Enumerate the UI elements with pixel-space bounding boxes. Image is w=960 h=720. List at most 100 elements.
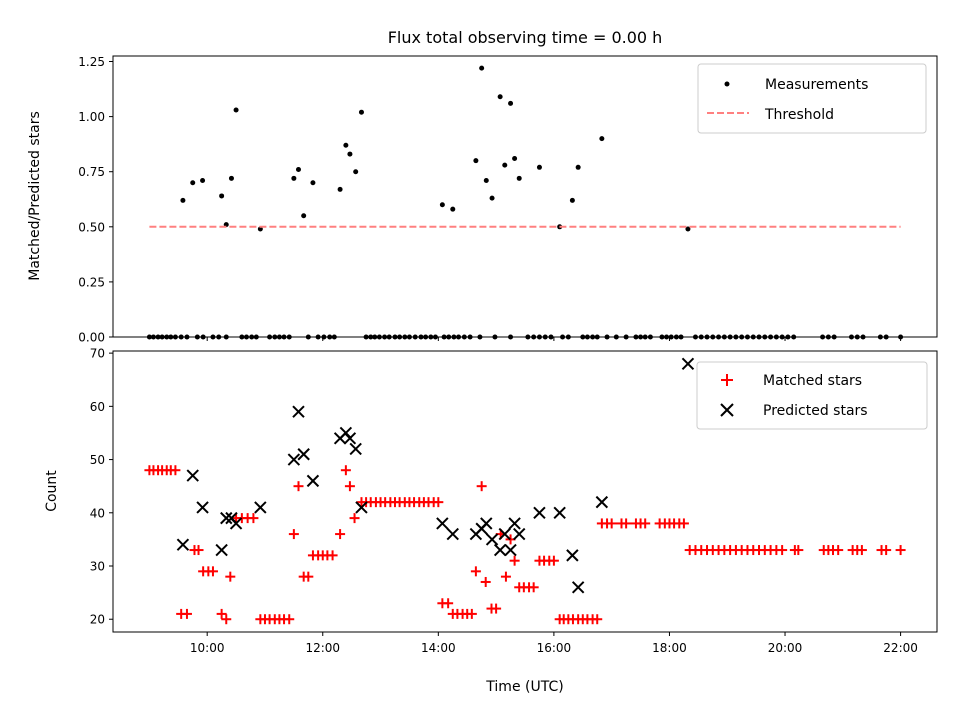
predicted-stars-point bbox=[498, 527, 511, 541]
bottom-x-tick-label: 22:00 bbox=[883, 641, 918, 655]
measurement-point bbox=[516, 175, 522, 181]
count-panel: 10:00 12:00 14:00 16:00 18:00 20:00 22:00 20 30 4… bbox=[44, 347, 938, 695]
predicted-stars-point bbox=[287, 453, 301, 466]
matched-stars-point bbox=[480, 576, 491, 587]
bottom-x-tick-label: 18:00 bbox=[652, 641, 687, 655]
top-y-tick-label: 1.00 bbox=[78, 110, 105, 124]
legend-matched-marker bbox=[721, 374, 733, 386]
matched-stars-point bbox=[777, 545, 788, 556]
matched-stars-point bbox=[509, 555, 520, 566]
matched-stars-point bbox=[881, 545, 892, 556]
legend-measurements-label: Measurements bbox=[765, 77, 868, 93]
measurement-point bbox=[228, 175, 234, 181]
predicted-stars-point bbox=[297, 448, 310, 461]
measurement-point bbox=[502, 162, 508, 168]
matched-stars-point bbox=[335, 529, 346, 540]
predicted-stars-point bbox=[553, 506, 566, 519]
bottom-x-tick-label: 14:00 bbox=[421, 641, 456, 655]
matched-stars-point bbox=[293, 481, 304, 492]
matched-stars-point bbox=[678, 518, 689, 529]
measurement-point bbox=[439, 202, 445, 208]
predicted-stars-point bbox=[436, 517, 449, 530]
matched-stars-point bbox=[833, 545, 844, 556]
legend-predicted-label: Predicted stars bbox=[763, 403, 868, 419]
measurement-point bbox=[301, 213, 307, 219]
predicted-stars-point bbox=[229, 517, 243, 530]
measurement-point bbox=[479, 65, 485, 71]
matched-stars-point bbox=[225, 571, 236, 582]
predicted-stars-point bbox=[196, 501, 209, 514]
bottom-y-tick-label: 60 bbox=[90, 400, 105, 414]
bottom-x-axis-label: Time (UTC) bbox=[485, 679, 563, 695]
bottom-y-tick-label: 40 bbox=[90, 506, 105, 520]
bottom-legend: Matched stars Predicted stars bbox=[696, 361, 928, 430]
predicted-stars-point bbox=[446, 527, 459, 541]
measurement-point bbox=[450, 206, 456, 212]
top-y-tick-label: 0.00 bbox=[78, 331, 105, 345]
predicted-stars-point bbox=[566, 549, 579, 562]
bottom-plot-frame bbox=[112, 350, 938, 633]
measurement-point bbox=[508, 100, 514, 106]
matched-stars-point bbox=[621, 518, 632, 529]
bottom-x-tick-label: 16:00 bbox=[537, 641, 572, 655]
measurement-point bbox=[473, 158, 479, 164]
predicted-stars-point bbox=[292, 405, 305, 418]
predicted-stars-point bbox=[186, 469, 199, 482]
predicted-stars-point bbox=[355, 501, 368, 514]
bottom-x-tick-label: 20:00 bbox=[768, 641, 803, 655]
matched-stars-point bbox=[466, 608, 477, 619]
matched-stars-point bbox=[181, 608, 192, 619]
measurement-point bbox=[310, 180, 316, 186]
predicted-stars-point bbox=[220, 511, 233, 525]
matched-stars-point bbox=[592, 614, 603, 625]
bottom-y-tick-label: 30 bbox=[90, 560, 105, 574]
top-y-tick-label: 0.50 bbox=[78, 220, 105, 234]
predicted-stars-point bbox=[254, 501, 267, 514]
measurement-point bbox=[483, 178, 489, 184]
legend-predicted-marker bbox=[720, 403, 734, 417]
bottom-y-tick-label: 70 bbox=[90, 347, 105, 361]
measurement-point bbox=[512, 155, 518, 161]
legend-matched-label: Matched stars bbox=[763, 373, 862, 389]
measurement-point bbox=[219, 193, 225, 199]
bottom-y-tick-label: 50 bbox=[90, 453, 105, 467]
matched-stars-point bbox=[284, 614, 295, 625]
top-y-axis-label: Matched/Predicted stars bbox=[27, 111, 43, 281]
matched-stars-point bbox=[216, 608, 227, 619]
top-plot-frame bbox=[112, 55, 938, 338]
measurement-point bbox=[180, 197, 186, 203]
measurement-point bbox=[569, 197, 575, 203]
measurement-point bbox=[489, 195, 495, 201]
top-legend: Measurements Threshold bbox=[697, 63, 927, 134]
bottom-y-axis-label: Count bbox=[44, 470, 60, 512]
measurement-point bbox=[233, 107, 239, 113]
measurement-point bbox=[358, 109, 364, 115]
measurement-point bbox=[536, 164, 542, 170]
legend-threshold-label: Threshold bbox=[764, 107, 834, 123]
bottom-data-layer bbox=[144, 357, 906, 625]
matched-stars-point bbox=[288, 529, 299, 540]
predicted-stars-point bbox=[513, 527, 526, 541]
measurement-point bbox=[685, 226, 691, 232]
bottom-y-tick-label: 20 bbox=[90, 613, 105, 627]
matched-stars-point bbox=[856, 545, 867, 556]
measurement-point bbox=[347, 151, 353, 157]
top-axis-ticks: 0.00 0.25 0.50 0.75 1.00 1.25 bbox=[78, 55, 902, 345]
matched-stars-point bbox=[528, 582, 539, 593]
predicted-stars-point bbox=[493, 543, 507, 557]
matched-stars-point bbox=[170, 465, 181, 476]
legend-measurements-marker bbox=[724, 81, 730, 87]
matched-stars-point bbox=[491, 603, 502, 614]
measurement-point bbox=[337, 186, 343, 192]
measurement-point bbox=[200, 178, 206, 184]
predicted-stars-point bbox=[533, 506, 546, 519]
measurement-point bbox=[497, 94, 503, 100]
matched-stars-point bbox=[470, 566, 481, 577]
matched-stars-point bbox=[349, 513, 360, 524]
matched-stars-point bbox=[443, 598, 454, 609]
predicted-stars-point bbox=[480, 517, 493, 530]
predicted-stars-point bbox=[215, 543, 228, 557]
predicted-stars-point bbox=[681, 357, 695, 370]
predicted-stars-point bbox=[571, 581, 585, 594]
